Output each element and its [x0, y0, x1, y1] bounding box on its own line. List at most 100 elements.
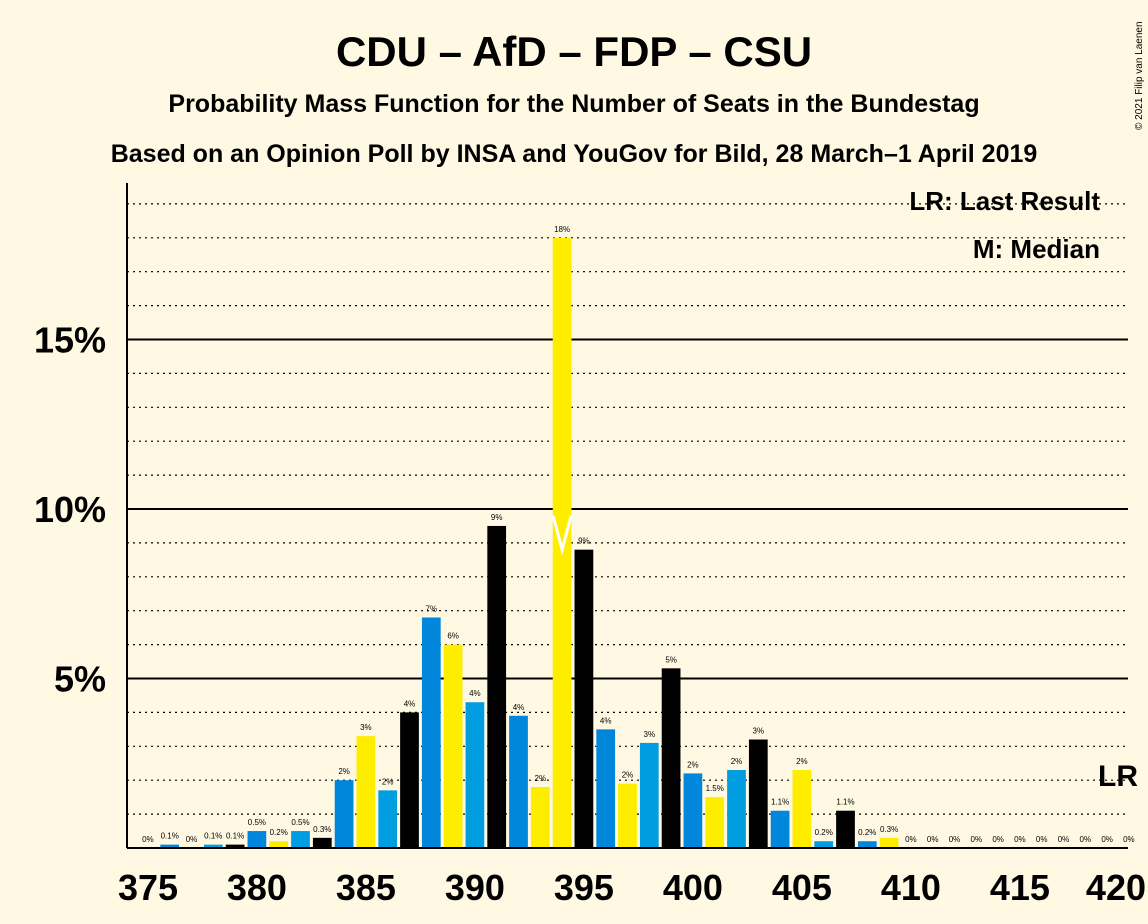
chart-title: CDU – AfD – FDP – CSU: [336, 28, 812, 75]
bar-label-375: 0%: [142, 835, 154, 844]
bar-391: [487, 525, 507, 848]
bar-label-385: 3%: [360, 723, 372, 732]
bar-label-387: 4%: [404, 699, 416, 708]
bar-404: [770, 810, 790, 848]
x-tick-label: 375: [118, 867, 178, 908]
legend-median: M: Median: [973, 234, 1100, 264]
bar-label-405: 2%: [796, 757, 808, 766]
copyright-notice: © 2021 Filip van Laenen: [1134, 21, 1145, 130]
bar-label-396: 4%: [600, 716, 612, 725]
bar-label-397: 2%: [622, 771, 634, 780]
bar-label-378: 0.1%: [204, 832, 222, 841]
bar-label-400: 2%: [687, 760, 699, 769]
bars-group: [160, 237, 899, 849]
y-tick-label: 5%: [54, 659, 106, 700]
y-tick-label: 10%: [34, 489, 106, 530]
bar-label-406: 0.2%: [815, 828, 833, 837]
bar-label-420: 0%: [1123, 835, 1135, 844]
bar-label-390: 4%: [469, 689, 481, 698]
bar-384: [334, 780, 354, 848]
bar-label-407: 1.1%: [836, 798, 854, 807]
x-tick-label: 400: [663, 867, 723, 908]
x-tick-label: 390: [445, 867, 505, 908]
bar-390: [465, 702, 485, 848]
bar-label-381: 0.2%: [270, 828, 288, 837]
bar-label-412: 0%: [949, 835, 961, 844]
bar-label-379: 0.1%: [226, 832, 244, 841]
bar-393: [530, 786, 550, 848]
bar-label-416: 0%: [1036, 835, 1048, 844]
bar-382: [291, 831, 310, 848]
median-marker: [551, 515, 573, 556]
chart-subtitle: Probability Mass Function for the Number…: [168, 90, 979, 118]
bar-395: [574, 549, 594, 848]
bar-label-384: 2%: [338, 767, 350, 776]
bar-label-388: 7%: [426, 604, 438, 613]
bar-381: [269, 841, 289, 848]
bar-387: [400, 712, 419, 848]
bar-label-414: 0%: [992, 835, 1004, 844]
bar-383: [312, 837, 332, 848]
bar-398: [639, 742, 659, 848]
y-tick-label: 15%: [34, 320, 106, 361]
bar-label-401: 1.5%: [706, 784, 724, 793]
bar-label-399: 5%: [665, 655, 677, 664]
bar-label-402: 2%: [731, 757, 743, 766]
x-tick-label: 380: [227, 867, 287, 908]
bar-401: [705, 797, 725, 848]
bar-389: [443, 644, 463, 848]
bar-label-404: 1.1%: [771, 798, 789, 807]
bar-label-392: 4%: [513, 703, 525, 712]
bar-label-395: 9%: [578, 537, 590, 546]
bar-label-403: 3%: [753, 727, 765, 736]
x-tick-label: 395: [554, 867, 614, 908]
axes-group: 5% 10% 15% 375 380 385 390 395 400 405 410 415 420: [34, 183, 1146, 908]
bar-label-380: 0.5%: [248, 818, 266, 827]
bar-408: [857, 841, 877, 848]
bar-400: [683, 773, 703, 848]
bar-392: [509, 715, 528, 848]
bar-label-411: 0%: [927, 835, 939, 844]
bar-label-391: 9%: [491, 513, 503, 522]
bar-label-410: 0%: [905, 835, 917, 844]
bar-405: [792, 770, 812, 848]
bar-label-417: 0%: [1058, 835, 1070, 844]
last-result-marker: LR: [1098, 760, 1138, 793]
bar-385: [356, 736, 376, 848]
x-tick-label: 385: [336, 867, 396, 908]
bar-label-409: 0.3%: [880, 825, 898, 834]
bar-label-377: 0%: [186, 835, 198, 844]
bar-379: [225, 844, 245, 848]
bar-402: [727, 770, 746, 848]
bar-409: [879, 837, 899, 848]
bar-397: [618, 783, 637, 848]
bar-label-418: 0%: [1080, 835, 1092, 844]
bar-407: [836, 810, 855, 848]
legend-last-result: LR: Last Result: [909, 186, 1100, 216]
bar-label-382: 0.5%: [291, 818, 309, 827]
bar-label-376: 0.1%: [161, 832, 179, 841]
bar-label-419: 0%: [1101, 835, 1113, 844]
bar-386: [378, 790, 398, 848]
bar-label-413: 0%: [971, 835, 983, 844]
bar-403: [748, 739, 768, 848]
grid-lines: [127, 203, 1128, 815]
chart-subtitle-2: Based on an Opinion Poll by INSA and You…: [111, 140, 1038, 168]
bar-388: [421, 617, 441, 848]
bar-label-389: 6%: [447, 632, 459, 641]
bar-label-386: 2%: [382, 777, 394, 786]
x-tick-label: 405: [772, 867, 832, 908]
bar-396: [596, 729, 616, 848]
bar-394: [552, 237, 572, 849]
bar-380: [247, 831, 267, 848]
bar-label-394: 18%: [554, 225, 570, 234]
x-tick-label: 415: [990, 867, 1050, 908]
x-tick-label: 410: [881, 867, 941, 908]
bar-label-393: 2%: [535, 774, 547, 783]
bar-label-383: 0.3%: [313, 825, 331, 834]
bar-label-408: 0.2%: [858, 828, 876, 837]
bar-399: [661, 668, 681, 848]
bar-378: [203, 844, 223, 848]
bar-label-415: 0%: [1014, 835, 1026, 844]
